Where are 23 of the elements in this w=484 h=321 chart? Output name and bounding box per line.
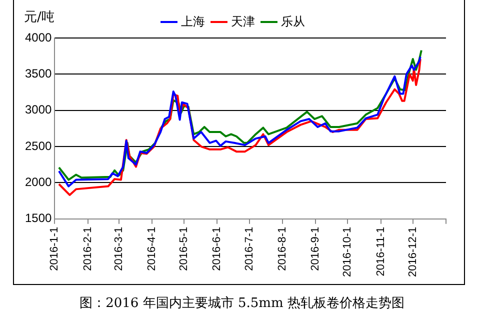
x-tick-label: 2016-8-1 (276, 226, 288, 271)
y-tick-label: 3000 (24, 102, 52, 117)
y-tick-label: 2000 (24, 174, 52, 189)
x-tick-label: 2016-11-1 (374, 226, 387, 276)
legend-label: 上海 (181, 14, 205, 28)
x-tick-label: 2016-10-1 (342, 226, 354, 278)
x-tick-label: 2016-12-1 (406, 226, 419, 278)
legend-label: 天津 (231, 14, 255, 28)
x-tick-label: 2016-9-1 (310, 226, 322, 271)
y-tick-label: 4000 (24, 30, 52, 44)
y-tick-label: 2500 (24, 138, 52, 153)
x-tick-label: 2016-5-1 (178, 226, 190, 271)
y-tick-label: 3500 (24, 66, 52, 80)
x-tick-label: 2016-1-1 (48, 226, 61, 271)
x-tick-label: 2016-4-1 (146, 226, 158, 271)
legend-label: 乐从 (281, 14, 305, 28)
y-axis-title: 元/吨 (24, 9, 54, 26)
x-tick-label: 2016-2-1 (82, 226, 94, 271)
y-tick-label: 1500 (24, 211, 52, 226)
text: 图：2016 年国内主要城市 5.5mm 热轧板卷价格走势图 (78, 295, 406, 312)
x-tick-label: 2016-7-1 (243, 226, 256, 271)
x-tick-label: 2016-6-1 (211, 226, 224, 271)
x-tick-label: 2016-3-1 (112, 226, 125, 271)
